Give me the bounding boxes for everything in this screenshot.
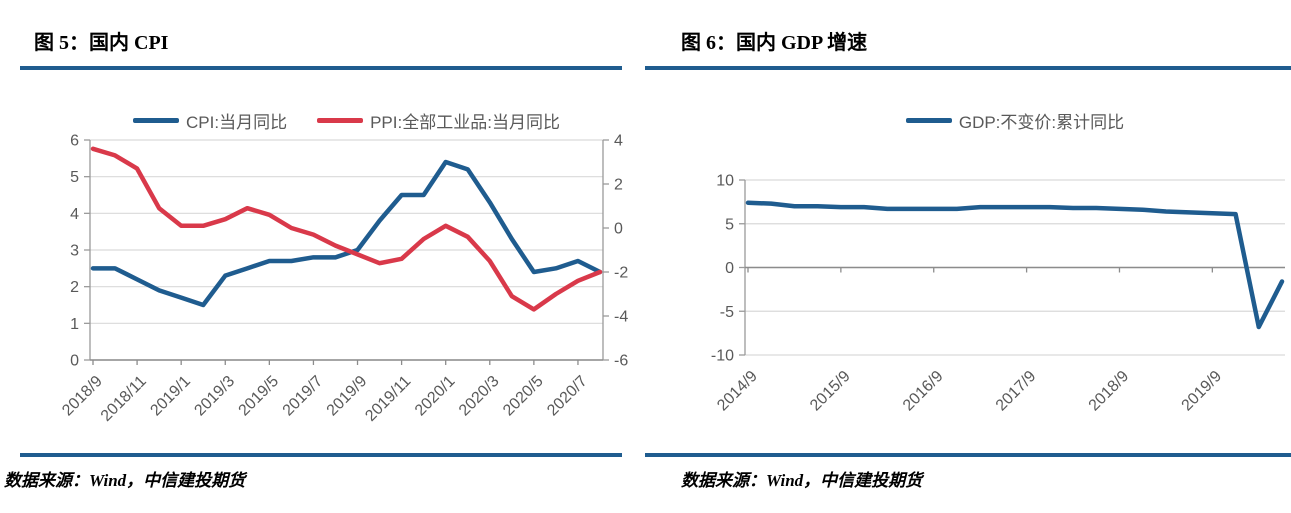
- figure5-source: 数据来源：Wind，中信建投期货: [4, 471, 246, 490]
- figure5-title: 图 5：国内 CPI: [34, 32, 169, 54]
- figure5-legend: CPI:当月同比 PPI:全部工业品:当月同比: [90, 108, 603, 133]
- figure5-top-rule: [20, 66, 622, 70]
- svg-text:2019/5: 2019/5: [236, 373, 283, 420]
- svg-text:2020/7: 2020/7: [544, 373, 591, 420]
- svg-text:0: 0: [725, 260, 734, 277]
- svg-text:1: 1: [70, 316, 79, 333]
- svg-text:2018/9: 2018/9: [1086, 368, 1133, 415]
- svg-text:2020/5: 2020/5: [500, 373, 547, 420]
- svg-text:10: 10: [716, 173, 734, 190]
- cpi-line-swatch: [133, 118, 180, 123]
- svg-text:0: 0: [614, 221, 623, 238]
- svg-text:2019/1: 2019/1: [147, 373, 194, 420]
- svg-text:2017/9: 2017/9: [993, 368, 1040, 415]
- svg-text:2020/1: 2020/1: [412, 373, 459, 420]
- gdp-line-chart: -10 -5 0 5 10 2014/9 2015/9 2016/9 2017/9 2018/9 2…: [711, 173, 1285, 415]
- svg-text:5: 5: [725, 216, 734, 233]
- legend-item-gdp: GDP:不变价:累计同比: [905, 108, 1125, 133]
- svg-text:2020/3: 2020/3: [456, 373, 503, 420]
- svg-text:4: 4: [614, 133, 623, 150]
- svg-text:2019/7: 2019/7: [280, 373, 327, 420]
- svg-text:-2: -2: [614, 265, 628, 282]
- svg-text:-4: -4: [614, 309, 628, 326]
- svg-text:5: 5: [70, 169, 79, 186]
- svg-text:2016/9: 2016/9: [900, 368, 947, 415]
- svg-text:-6: -6: [614, 353, 628, 370]
- legend-item-cpi: CPI:当月同比: [133, 108, 287, 133]
- svg-text:-5: -5: [720, 304, 734, 321]
- svg-text:2019/11: 2019/11: [362, 373, 414, 425]
- svg-text:2: 2: [614, 177, 623, 194]
- figure6-source: 数据来源：Wind，中信建投期货: [681, 471, 923, 490]
- ppi-line-swatch: [317, 118, 364, 123]
- figure6-top-rule: [645, 66, 1291, 70]
- gdp-line-swatch: [905, 118, 952, 123]
- figure6-bottom-rule: [645, 453, 1291, 457]
- cpi-legend-label: CPI:当月同比: [186, 113, 288, 132]
- svg-text:2014/9: 2014/9: [714, 368, 761, 415]
- ppi-legend-label: PPI:全部工业品:当月同比: [370, 113, 560, 132]
- figure6-title: 图 6：国内 GDP 增速: [681, 32, 868, 54]
- svg-text:2019/3: 2019/3: [191, 373, 238, 420]
- legend-item-ppi: PPI:全部工业品:当月同比: [317, 108, 560, 133]
- svg-text:4: 4: [70, 206, 79, 223]
- figure6-legend: GDP:不变价:累计同比: [745, 108, 1285, 133]
- figure5-bottom-rule: [20, 453, 622, 457]
- svg-text:0: 0: [70, 353, 79, 370]
- cpi-ppi-line-chart: 0123456-6-4-20242018/92018/112019/12019/…: [59, 133, 628, 425]
- svg-text:2: 2: [70, 279, 79, 296]
- gdp-legend-label: GDP:不变价:累计同比: [958, 113, 1125, 132]
- svg-text:2018/11: 2018/11: [98, 373, 150, 425]
- svg-text:2019/9: 2019/9: [1179, 368, 1226, 415]
- svg-text:-10: -10: [711, 348, 734, 365]
- svg-text:6: 6: [70, 133, 79, 150]
- svg-text:3: 3: [70, 243, 79, 260]
- svg-text:2015/9: 2015/9: [807, 368, 854, 415]
